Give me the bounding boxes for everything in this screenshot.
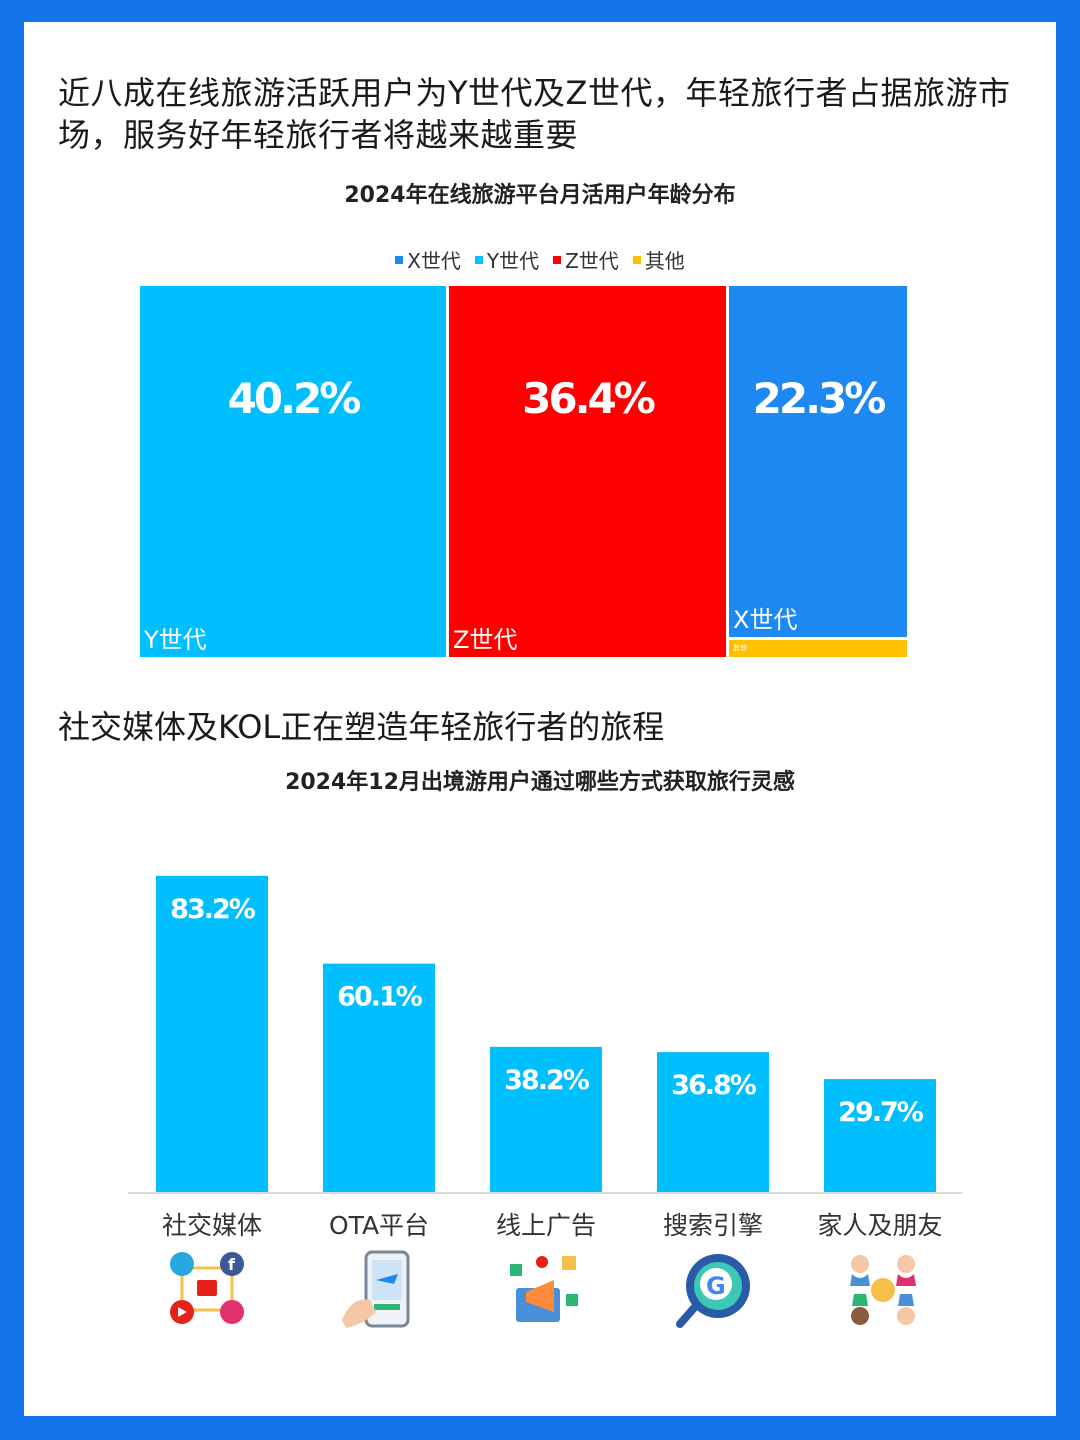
bar-data-label-4: 36.8% — [671, 1070, 757, 1101]
legend-item-y: Y世代 — [474, 245, 540, 274]
svg-text:f: f — [228, 1255, 236, 1274]
bar-chart: 83.2% 社交媒体 60.1% OTA平台 38.2% 线上广告 36.8% 搜索引擎 29.… — [128, 875, 962, 1240]
bar-2 — [323, 963, 435, 1192]
content-card: 近八成在线旅游活跃用户为Y世代及Z世代，年轻旅行者占据旅游市场，服务好年轻旅行者… — [24, 22, 1056, 1416]
bar-category-label-1: 社交媒体 — [162, 1211, 262, 1240]
tile-label-x: X世代 — [733, 606, 798, 634]
bar-category-label-5: 家人及朋友 — [817, 1211, 942, 1240]
tile-value-z: 36.4% — [522, 374, 656, 423]
legend-item-z: Z世代 — [553, 245, 619, 274]
legend-label-z: Z世代 — [565, 249, 619, 273]
treemap-tile-x: 22.3% X世代 — [729, 286, 907, 637]
treemap-tile-y: 40.2% Y世代 — [140, 286, 446, 657]
legend-label-x: X世代 — [407, 249, 461, 273]
section2-title: 社交媒体及KOL正在塑造年轻旅行者的旅程 — [58, 708, 665, 746]
tile-value-y: 40.2% — [227, 374, 362, 423]
treemap-title: 2024年在线旅游平台月活用户年龄分布 — [344, 183, 736, 208]
tile-label-y: Y世代 — [144, 626, 207, 654]
ota-phone-icon — [336, 1250, 426, 1330]
bar-data-label-1: 83.2% — [170, 894, 256, 925]
bar-data-label-5: 29.7% — [838, 1097, 924, 1128]
bar-category-label-4: 搜索引擎 — [663, 1211, 763, 1240]
treemap-tile-z: 36.4% Z世代 — [449, 286, 726, 657]
treemap-tile-other: 其他 — [729, 640, 907, 657]
bar-4 — [657, 1052, 769, 1192]
tile-value-x: 22.3% — [752, 374, 887, 423]
legend-swatch-x — [395, 255, 404, 264]
legend-swatch-other — [632, 255, 641, 264]
legend-item-x: X世代 — [395, 245, 461, 274]
family-friends-icon — [838, 1250, 928, 1330]
search-engine-icon: G — [670, 1250, 760, 1330]
bar-category-label-2: OTA平台 — [329, 1211, 429, 1240]
bar-5 — [824, 1079, 936, 1192]
bar-data-label-2: 60.1% — [337, 982, 423, 1013]
legend-swatch-z — [553, 255, 562, 264]
tile-label-other: 其他 — [733, 644, 747, 652]
bar-3 — [490, 1046, 602, 1192]
tile-label-z: Z世代 — [453, 626, 518, 654]
bar-chart-title: 2024年12月出境游用户通过哪些方式获取旅行灵感 — [285, 770, 795, 795]
legend-item-other: 其他 — [632, 245, 685, 274]
legend-swatch-y — [474, 255, 483, 264]
legend-label-other: 其他 — [644, 249, 685, 273]
bar-category-label-3: 线上广告 — [496, 1211, 596, 1240]
bar-data-label-3: 38.2% — [504, 1065, 590, 1096]
bar-1 — [156, 875, 268, 1192]
social-media-icon: f — [162, 1250, 252, 1330]
treemap-legend: X世代 Y世代 Z世代 其他 — [24, 245, 1056, 274]
legend-label-y: Y世代 — [486, 249, 540, 273]
svg-text:G: G — [706, 1272, 726, 1300]
page-headline: 近八成在线旅游活跃用户为Y世代及Z世代，年轻旅行者占据旅游市场，服务好年轻旅行者… — [58, 74, 1011, 154]
online-ad-icon — [502, 1250, 592, 1330]
